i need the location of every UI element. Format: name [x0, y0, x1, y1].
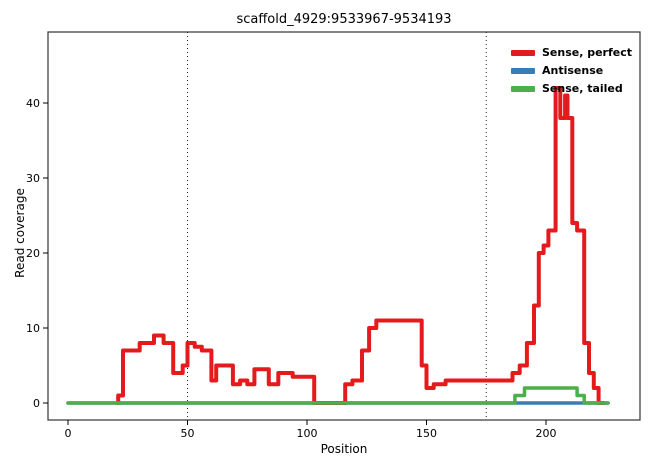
- x-tick-label: 100: [297, 427, 318, 440]
- y-tick-label: 0: [33, 397, 40, 410]
- y-tick-label: 10: [26, 322, 40, 335]
- series-line-sense-perfect: [116, 86, 606, 405]
- legend: Sense, perfect Antisense Sense, tailed: [507, 44, 636, 97]
- legend-swatch-sense-perfect: [510, 49, 535, 56]
- legend-label-antisense: Antisense: [541, 64, 604, 77]
- legend-swatch-sense-tailed: [510, 85, 535, 92]
- legend-label-sense-tailed: Sense, tailed: [541, 82, 623, 95]
- y-tick-label: 20: [26, 247, 40, 260]
- y-tick-label: 30: [26, 172, 40, 185]
- x-tick-label: 150: [416, 427, 437, 440]
- chart-title: scaffold_4929:9533967-9534193: [236, 12, 452, 27]
- legend-entry-antisense: Antisense: [510, 64, 632, 77]
- x-axis-label: Position: [320, 442, 368, 456]
- legend-entry-sense-tailed: Sense, tailed: [510, 82, 632, 95]
- legend-label-sense-perfect: Sense, perfect: [541, 46, 632, 59]
- y-tick-label: 40: [26, 97, 40, 110]
- legend-swatch-antisense: [510, 67, 535, 74]
- y-axis-label: Read coverage: [13, 188, 27, 278]
- legend-entry-sense-perfect: Sense, perfect: [510, 46, 632, 59]
- plot-panel: [47, 31, 641, 421]
- x-tick-label: 200: [536, 427, 557, 440]
- x-tick-label: 0: [65, 427, 72, 440]
- series-line-sense-tailed: [66, 386, 610, 405]
- x-tick-label: 50: [181, 427, 195, 440]
